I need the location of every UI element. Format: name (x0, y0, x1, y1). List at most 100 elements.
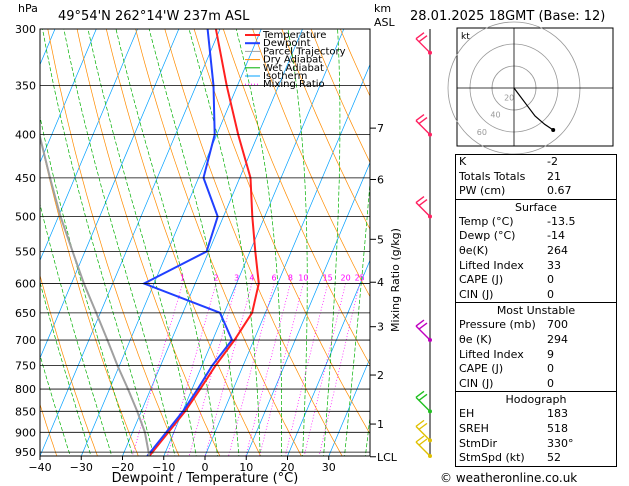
hodograph-ring-label: 40 (490, 111, 500, 120)
index-label: PW (cm) (459, 184, 506, 198)
mixing-ratio-label: 1 (180, 274, 185, 283)
wind-barb-flag (418, 198, 428, 207)
wind-barb-flag (418, 117, 428, 125)
wind-barb-flag (418, 35, 428, 43)
pressure-tick-label: 800 (15, 383, 36, 396)
km-unit-label: km (374, 2, 392, 15)
pressure-tick-label: 900 (15, 426, 36, 439)
datetime-title: 28.01.2025 18GMT (Base: 12) (410, 9, 606, 24)
legend-label: Parcel Trajectory (263, 46, 346, 57)
index-label: CAPE (J) (459, 362, 504, 376)
index-value: 33 (547, 258, 561, 272)
hodograph-ring-label: 20 (504, 94, 514, 103)
dry-adiabat-line (0, 29, 16, 456)
pressure-tick-label: 700 (15, 334, 36, 347)
index-label: Lifted Index (459, 347, 524, 361)
wet-adiabat-line (63, 29, 176, 456)
legend-label: Temperature (262, 30, 326, 41)
copyright-text: © weatheronline.co.uk (440, 471, 578, 485)
mixing-ratio-label: 4 (249, 274, 254, 283)
most-unstable-section-title: Most Unstable (456, 302, 616, 318)
wet-adiabat-line (42, 29, 155, 456)
index-label: CAPE (J) (459, 273, 504, 287)
index-row: θe (K) 294 (456, 333, 616, 348)
index-label: K (459, 155, 467, 168)
mixing-ratio-line (188, 283, 238, 456)
index-row: θe(K) 264 (456, 244, 616, 259)
wind-barb-flag (415, 419, 425, 427)
x-tick-label: 30 (322, 461, 336, 474)
pressure-tick-label: 850 (15, 405, 36, 418)
wet-adiabat-line (344, 178, 370, 456)
x-tick-label: −30 (70, 461, 93, 474)
index-label: CIN (J) (459, 287, 494, 301)
index-row: EH 183 (456, 407, 616, 422)
x-tick-label: −40 (28, 461, 51, 474)
wind-profile (415, 29, 432, 458)
pressure-unit-label: hPa (18, 2, 38, 15)
km-tick-label: 5 (377, 233, 384, 246)
indices-panel: K -2 Totals Totals 21 PW (cm) 0.67 Surface Te… (455, 154, 617, 467)
dry-adiabat-line (310, 29, 370, 164)
hodograph-unit-label: kt (461, 32, 470, 42)
legend-label: Dewpoint (263, 38, 311, 49)
km-tick-label: 2 (377, 369, 384, 382)
index-value: 21 (547, 169, 561, 183)
axes: 1 2 3 4 6 8 10 15 20 2530035040045050055060065070… (15, 23, 398, 474)
wind-barb-staff (415, 38, 431, 54)
hodograph-frame (456, 27, 614, 147)
mixing-ratio-line (204, 283, 253, 456)
index-label: Dewp (°C) (459, 229, 516, 243)
index-row: CAPE (J) 0 (456, 273, 616, 288)
mixing-ratio-label: 3 (234, 274, 239, 283)
series-temperature-line (148, 29, 260, 456)
index-row: PW (cm) 0.67 (456, 184, 616, 199)
wind-barb-staff (415, 120, 431, 136)
mixing-ratio-label: 10 (298, 274, 308, 283)
index-row: CAPE (J) 0 (456, 362, 616, 377)
index-value: 700 (547, 318, 568, 332)
wind-barb-flag (418, 422, 428, 430)
km-tick-label: 7 (377, 122, 384, 135)
isotherm-line (0, 29, 14, 456)
index-value: 0.67 (547, 184, 572, 198)
index-value: 330° (547, 436, 574, 450)
index-row: K -2 (456, 155, 616, 170)
mixing-ratio-line (284, 283, 329, 456)
wind-barb-flag (418, 438, 428, 446)
isotherm-line (40, 29, 221, 456)
wind-barb-flag (415, 435, 425, 443)
isotherm-line (80, 29, 262, 456)
mixing-ratio-label: 20 (341, 274, 351, 283)
wind-barb-flag (415, 195, 425, 204)
index-value: 518 (547, 421, 568, 435)
index-row: Temp (°C) -13.5 (456, 215, 616, 230)
index-row: StmSpd (kt) 52 (456, 451, 616, 466)
pressure-tick-label: 750 (15, 359, 36, 372)
index-row: Lifted Index 9 (456, 348, 616, 363)
series-dewpoint-line (141, 29, 234, 456)
hodograph-section-title: Hodograph (456, 391, 616, 407)
pressure-tick-label: 600 (15, 277, 36, 290)
dry-adiabat-line (40, 136, 139, 456)
index-value: -14 (547, 229, 565, 243)
index-label: EH (459, 407, 475, 421)
wet-adiabat-line (87, 29, 197, 456)
wind-barb-flag (415, 319, 425, 327)
mixing-ratio-label: 15 (323, 274, 333, 283)
pressure-tick-label: 500 (15, 211, 36, 224)
index-row: SREH 518 (456, 422, 616, 437)
index-row: Pressure (mb) 700 (456, 318, 616, 333)
plot-frame (39, 28, 371, 457)
index-value: 294 (547, 332, 568, 346)
index-row: CIN (J) 0 (456, 288, 616, 303)
index-value: 0 (547, 273, 554, 287)
index-row: CIN (J) 0 (456, 377, 616, 392)
index-value: 264 (547, 243, 568, 257)
wind-barb-flag (415, 390, 425, 398)
wet-adiabat-line (188, 29, 261, 456)
isotherm-line (328, 357, 370, 456)
legend-label: Isotherm (263, 71, 307, 82)
